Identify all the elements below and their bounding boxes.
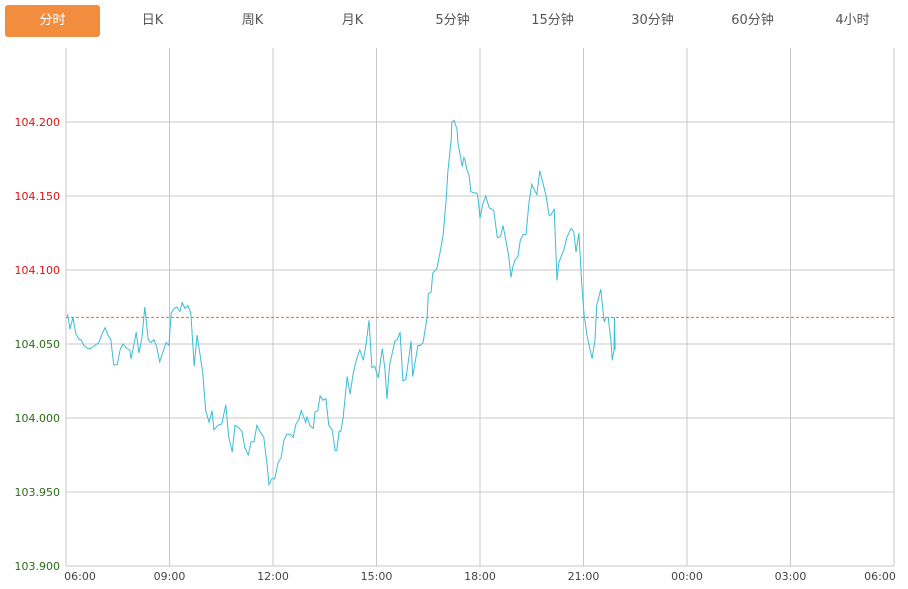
y-tick-label: 103.950 — [15, 486, 61, 499]
y-tick-label: 104.200 — [15, 116, 61, 129]
period-tabs: 分时 日K 周K 月K 5分钟 15分钟 30分钟 60分钟 4小时 — [0, 0, 908, 42]
tab-8[interactable]: 4小时 — [835, 13, 870, 28]
price-line — [66, 119, 616, 487]
tab-1[interactable]: 日K — [141, 13, 164, 28]
y-tick-label: 104.000 — [15, 412, 61, 425]
x-tick-label: 06:00 — [64, 570, 96, 583]
x-tick-label: 15:00 — [361, 570, 393, 583]
x-tick-label: 12:00 — [257, 570, 289, 583]
tab-5[interactable]: 15分钟 — [531, 13, 574, 28]
tab-2[interactable]: 周K — [241, 13, 264, 28]
x-tick-label: 21:00 — [568, 570, 600, 583]
tab-3[interactable]: 月K — [341, 13, 364, 28]
tab-4[interactable]: 5分钟 — [435, 13, 470, 28]
x-tick-label: 00:00 — [671, 570, 703, 583]
y-tick-label: 103.900 — [15, 560, 61, 573]
tab-0[interactable]: 分时 — [5, 5, 100, 37]
y-tick-label: 104.150 — [15, 190, 61, 203]
x-tick-label: 06:00 — [864, 570, 896, 583]
tab-7[interactable]: 60分钟 — [731, 13, 774, 28]
x-axis: 06:00 09:00 12:00 15:00 18:00 21:00 00:00 03:00… — [64, 570, 896, 583]
x-tick-label: 18:00 — [464, 570, 496, 583]
y-tick-label: 104.050 — [15, 338, 61, 351]
tab-6[interactable]: 30分钟 — [631, 13, 674, 28]
x-tick-label: 03:00 — [775, 570, 807, 583]
y-tick-label: 104.100 — [15, 264, 61, 277]
grid — [65, 48, 895, 567]
x-tick-label: 09:00 — [154, 570, 186, 583]
y-axis: 103.900 103.950 104.000 104.050 104.100 104.1… — [15, 116, 61, 573]
